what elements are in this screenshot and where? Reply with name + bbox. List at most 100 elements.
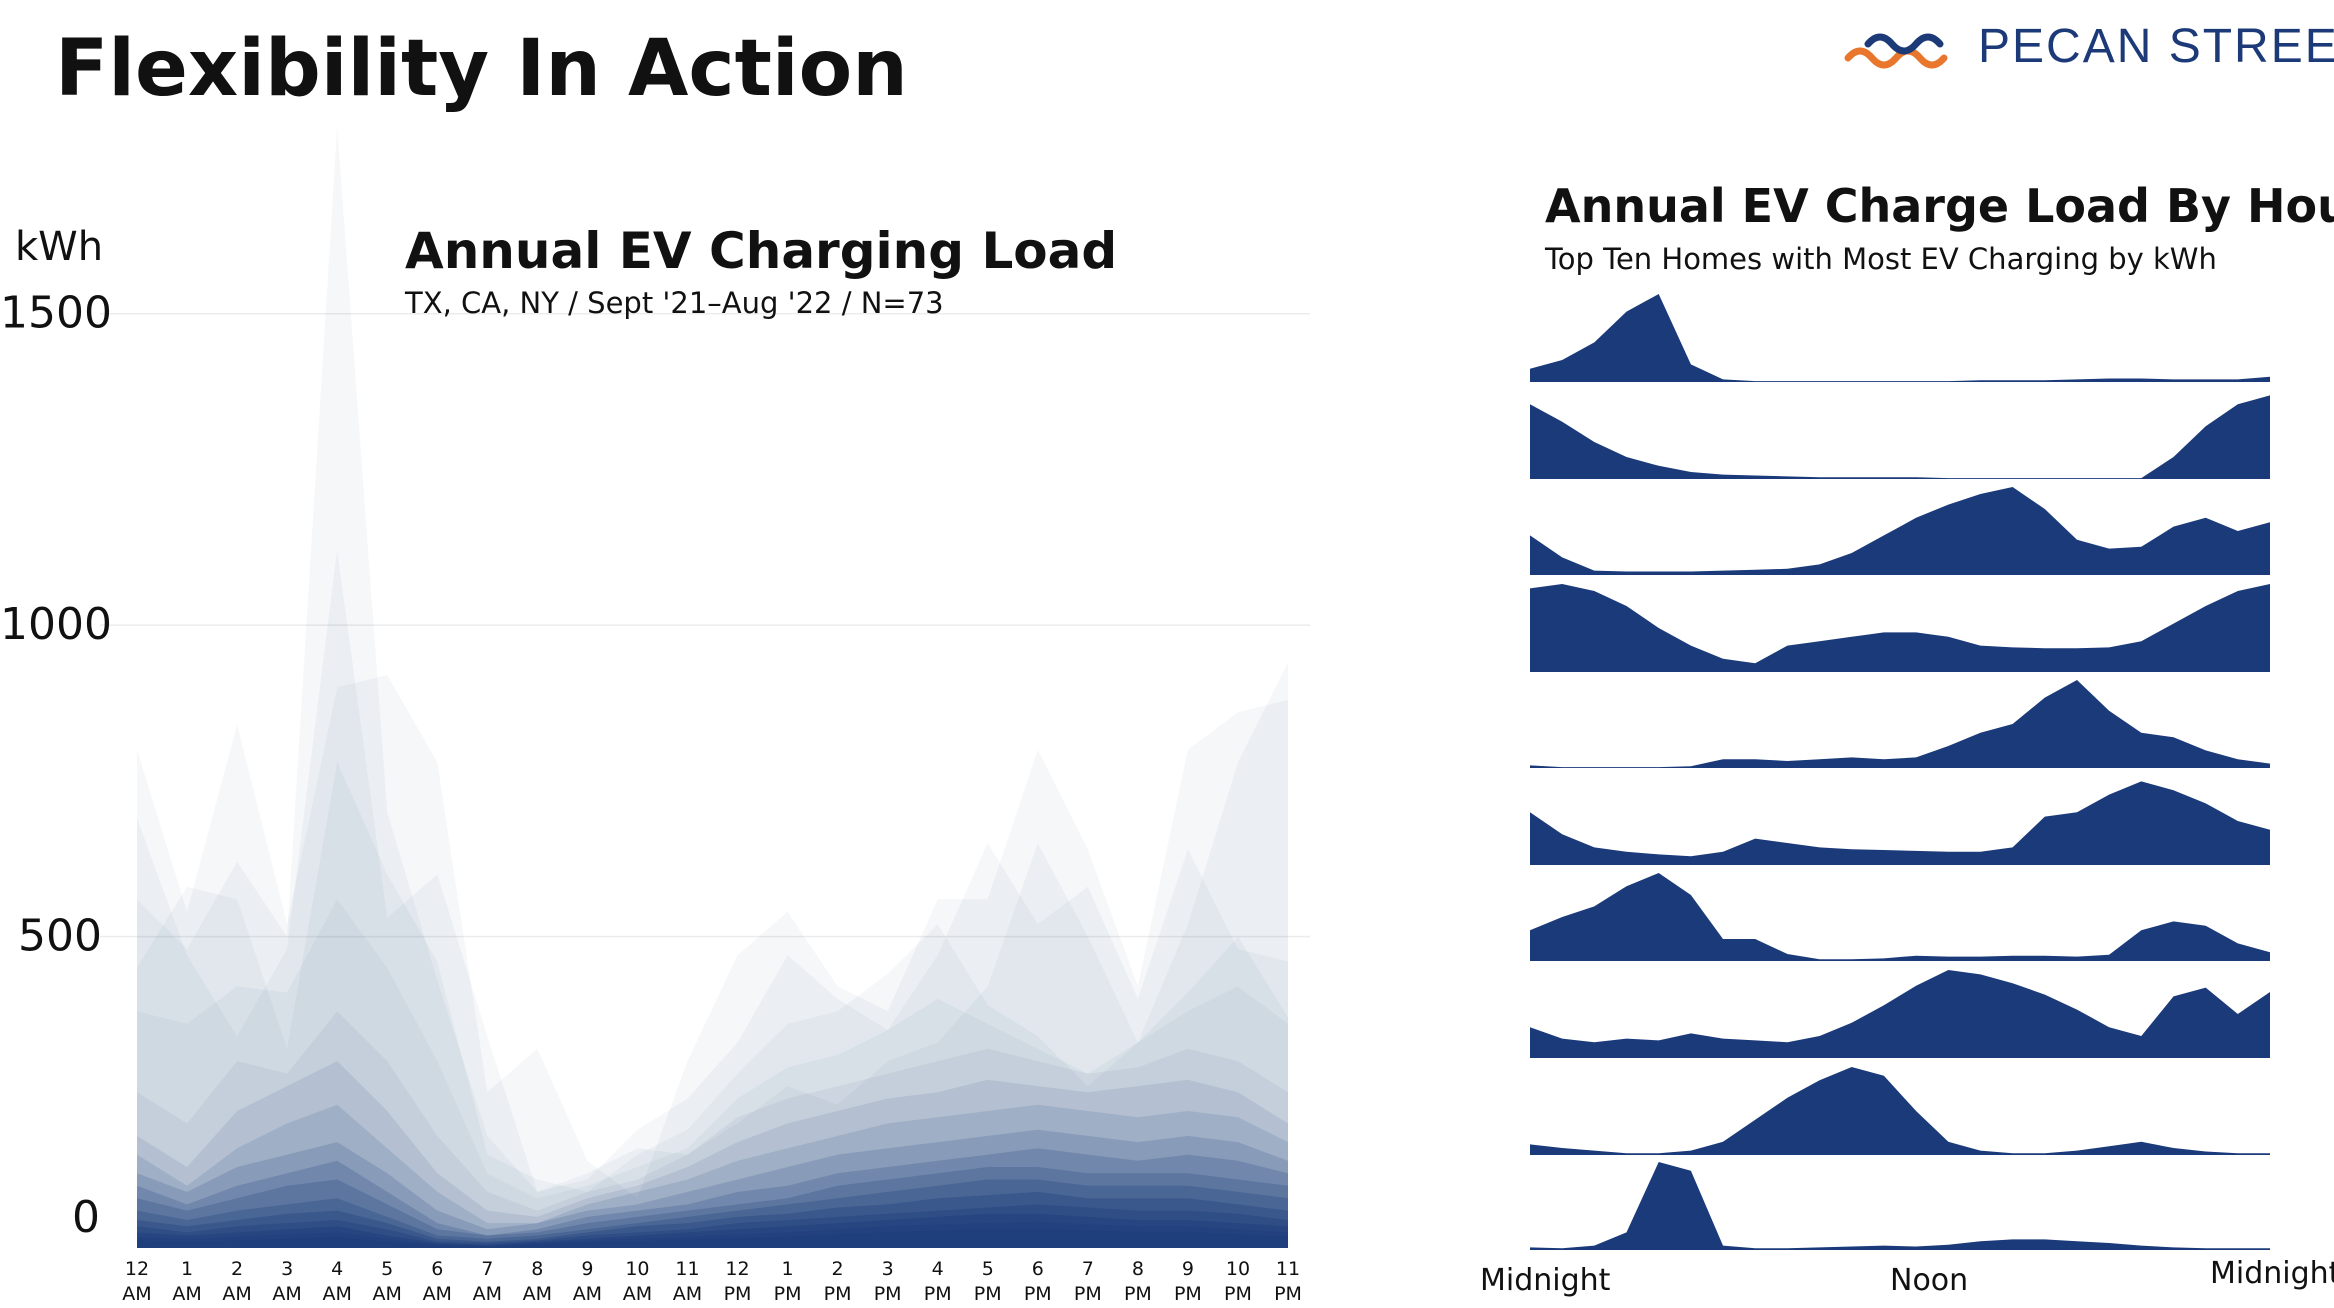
svg-text:3: 3 <box>882 1258 894 1280</box>
svg-text:AM: AM <box>373 1283 402 1305</box>
y-tick-label: 500 <box>18 911 102 962</box>
svg-text:6: 6 <box>431 1258 443 1280</box>
home-load-area <box>137 1167 1288 1248</box>
svg-text:AM: AM <box>673 1283 702 1305</box>
home-row-area <box>1530 487 2270 575</box>
x-tick-label: 6 PM <box>1024 1258 1052 1305</box>
svg-text:PM: PM <box>974 1283 1002 1305</box>
home-load-area <box>137 1179 1288 1248</box>
left-chart-title: Annual EV Charging Load <box>405 222 1117 280</box>
svg-text:11: 11 <box>1276 1258 1300 1280</box>
home-row-area <box>1530 395 2270 479</box>
svg-text:1: 1 <box>181 1258 193 1280</box>
x-tick-label: 10 AM <box>623 1258 652 1305</box>
svg-text:8: 8 <box>1132 1258 1144 1280</box>
home-load-area <box>137 1011 1288 1248</box>
home-row-area <box>1530 680 2270 768</box>
x-tick-label: 3 AM <box>272 1258 301 1305</box>
svg-text:AM: AM <box>122 1283 151 1305</box>
home-load-area <box>137 1229 1288 1248</box>
home-load-area <box>137 1148 1288 1248</box>
x-tick-label: 5 AM <box>373 1258 402 1305</box>
x-tick-label: 4 AM <box>322 1258 351 1305</box>
svg-text:AM: AM <box>322 1283 351 1305</box>
annual-ev-charge-load-by-hour-chart: Annual EV Charge Load By Hour Top Ten Ho… <box>1480 179 2334 1298</box>
y-tick-label: 1500 <box>0 288 112 339</box>
svg-text:11: 11 <box>675 1258 699 1280</box>
logo-text: PECAN STREET <box>1978 20 2334 73</box>
pecan-street-logo: PECAN STREET <box>1844 20 2334 73</box>
x-tick-label: 1 PM <box>774 1258 802 1305</box>
left-chart-y-tick-labels: 0 500 1000 1500 <box>0 288 112 1243</box>
right-chart-x-label-mid: Noon <box>1890 1263 1968 1298</box>
svg-text:7: 7 <box>481 1258 493 1280</box>
svg-text:10: 10 <box>625 1258 649 1280</box>
svg-text:AM: AM <box>473 1283 502 1305</box>
x-tick-label: 8 AM <box>523 1258 552 1305</box>
svg-text:12: 12 <box>125 1258 149 1280</box>
svg-text:PM: PM <box>924 1283 952 1305</box>
svg-text:PM: PM <box>874 1283 902 1305</box>
svg-text:AM: AM <box>272 1283 301 1305</box>
home-load-area <box>137 126 1288 1248</box>
svg-text:AM: AM <box>573 1283 602 1305</box>
svg-text:AM: AM <box>222 1283 251 1305</box>
x-tick-label: 2 AM <box>222 1258 251 1305</box>
right-chart-subtitle: Top Ten Homes with Most EV Charging by k… <box>1544 242 2217 276</box>
x-tick-label: 11 PM <box>1274 1258 1302 1305</box>
x-tick-label: 12 PM <box>724 1258 752 1305</box>
x-tick-label: 11 AM <box>673 1258 702 1305</box>
svg-text:3: 3 <box>281 1258 293 1280</box>
home-load-area <box>137 1129 1288 1248</box>
svg-text:5: 5 <box>982 1258 994 1280</box>
svg-text:PM: PM <box>1224 1283 1252 1305</box>
left-chart-y-axis-label: kWh <box>15 224 103 270</box>
svg-text:PM: PM <box>1024 1283 1052 1305</box>
y-tick-label: 1000 <box>0 599 112 650</box>
x-tick-label: 3 PM <box>874 1258 902 1305</box>
svg-text:5: 5 <box>381 1258 393 1280</box>
svg-text:PM: PM <box>1174 1283 1202 1305</box>
home-row-area <box>1530 1162 2270 1250</box>
x-tick-label: 9 AM <box>573 1258 602 1305</box>
x-tick-label: 1 AM <box>172 1258 201 1305</box>
home-load-area <box>137 1204 1288 1248</box>
home-load-area <box>137 550 1288 1248</box>
home-load-area <box>137 675 1288 1248</box>
x-tick-label: 5 PM <box>974 1258 1002 1305</box>
right-chart-x-label-start: Midnight <box>1480 1263 1611 1298</box>
home-load-area <box>137 1213 1288 1248</box>
x-tick-label: 6 AM <box>423 1258 452 1305</box>
svg-text:AM: AM <box>172 1283 201 1305</box>
x-tick-label: 8 PM <box>1124 1258 1152 1305</box>
home-row-area <box>1530 294 2270 382</box>
home-row-area <box>1530 1067 2270 1155</box>
svg-text:8: 8 <box>531 1258 543 1280</box>
svg-text:PM: PM <box>724 1283 752 1305</box>
right-chart-x-label-end: Midnight <box>2210 1256 2334 1291</box>
pecan-street-wave-icon <box>1844 33 1948 69</box>
svg-text:9: 9 <box>1182 1258 1194 1280</box>
home-load-area <box>137 1061 1288 1248</box>
home-load-area <box>137 1221 1288 1248</box>
home-row-area <box>1530 873 2270 961</box>
left-chart-gridlines <box>100 312 1310 938</box>
x-tick-label: 4 PM <box>924 1258 952 1305</box>
right-chart-rows <box>1530 294 2270 1250</box>
svg-text:AM: AM <box>523 1283 552 1305</box>
home-row-area <box>1530 781 2270 865</box>
home-load-area <box>137 762 1288 1248</box>
svg-text:9: 9 <box>581 1258 593 1280</box>
svg-text:PM: PM <box>774 1283 802 1305</box>
svg-text:PM: PM <box>1124 1283 1152 1305</box>
home-load-area <box>137 899 1288 1248</box>
home-load-area <box>137 1191 1288 1248</box>
svg-text:4: 4 <box>331 1258 343 1280</box>
svg-text:AM: AM <box>423 1283 452 1305</box>
right-chart-title: Annual EV Charge Load By Hour <box>1545 179 2334 233</box>
x-tick-label: 2 PM <box>824 1258 852 1305</box>
svg-text:AM: AM <box>623 1283 652 1305</box>
svg-text:12: 12 <box>725 1258 749 1280</box>
svg-text:7: 7 <box>1082 1258 1094 1280</box>
